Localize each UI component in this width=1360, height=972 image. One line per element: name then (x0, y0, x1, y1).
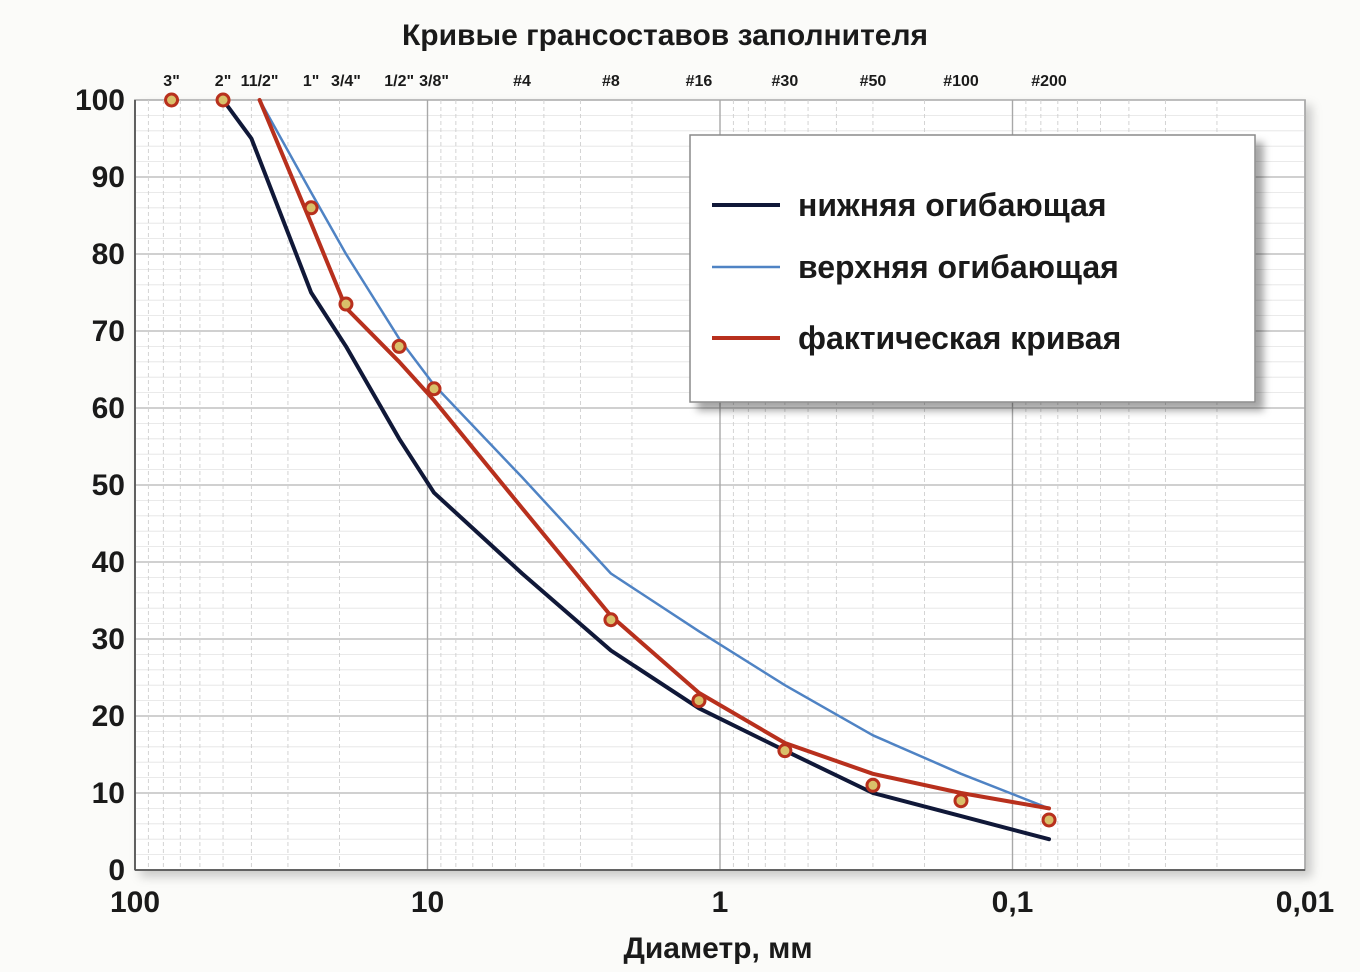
sieve-label: 1" (303, 73, 319, 90)
y-tick-label: 90 (92, 161, 125, 194)
data-point-marker (865, 777, 881, 793)
data-point-marker (164, 92, 180, 108)
y-tick-label: 0 (108, 854, 125, 887)
x-tick-label: 1 (712, 886, 729, 919)
data-point-marker (691, 693, 707, 709)
y-tick-label: 20 (92, 700, 125, 733)
chart-legend: нижняя огибающая верхняя огибающая фактиче… (689, 134, 1256, 403)
legend-label: верхняя огибающая (798, 249, 1119, 285)
sieve-label: 3/4" (331, 73, 361, 90)
sieve-label: #30 (772, 73, 799, 90)
y-tick-label: 100 (75, 84, 125, 117)
y-tick-label: 10 (92, 777, 125, 810)
legend-label: нижняя огибающая (798, 187, 1107, 223)
sieve-label: #200 (1031, 73, 1067, 90)
y-tick-label: 70 (92, 315, 125, 348)
data-point-marker (603, 612, 619, 628)
x-tick-label: 100 (110, 886, 160, 919)
marker-layer (164, 92, 1057, 828)
x-axis-label: Диаметр, мм (623, 932, 812, 965)
series-line-2 (258, 98, 1051, 810)
sieve-label: #4 (513, 73, 531, 90)
series-line-3 (257, 98, 1051, 811)
sieve-label: 3" (163, 73, 179, 90)
data-point-marker (338, 296, 354, 312)
data-point-marker (953, 793, 969, 809)
legend-label: фактическая кривая (798, 320, 1121, 356)
data-point-marker (215, 92, 231, 108)
data-point-marker (391, 338, 407, 354)
legend-box (689, 134, 1256, 403)
x-tick-label: 0,01 (1276, 886, 1334, 919)
data-point-marker (303, 200, 319, 216)
data-point-marker (1041, 812, 1057, 828)
y-tick-label: 50 (92, 469, 125, 502)
y-tick-label: 80 (92, 238, 125, 271)
series-line-1 (221, 98, 1051, 842)
sieve-label: #50 (860, 73, 887, 90)
sieve-label: 3/8" (419, 73, 449, 90)
y-tick-label: 60 (92, 392, 125, 425)
series-layer (221, 98, 1051, 842)
sieve-label: #100 (943, 73, 979, 90)
x-tick-label: 0,1 (992, 886, 1034, 919)
sieve-label: #16 (686, 73, 713, 90)
data-point-marker (426, 381, 442, 397)
chart-title: Кривые грансоставов заполнителя (402, 19, 928, 52)
y-tick-label: 30 (92, 623, 125, 656)
data-point-marker (777, 743, 793, 759)
y-tick-label: 40 (92, 546, 125, 579)
sieve-label: 1/2" (384, 73, 414, 90)
x-tick-label: 10 (411, 886, 444, 919)
sieve-label: #8 (602, 73, 620, 90)
sieve-label: 2" (215, 73, 231, 90)
sieve-label: 11/2" (241, 73, 279, 90)
